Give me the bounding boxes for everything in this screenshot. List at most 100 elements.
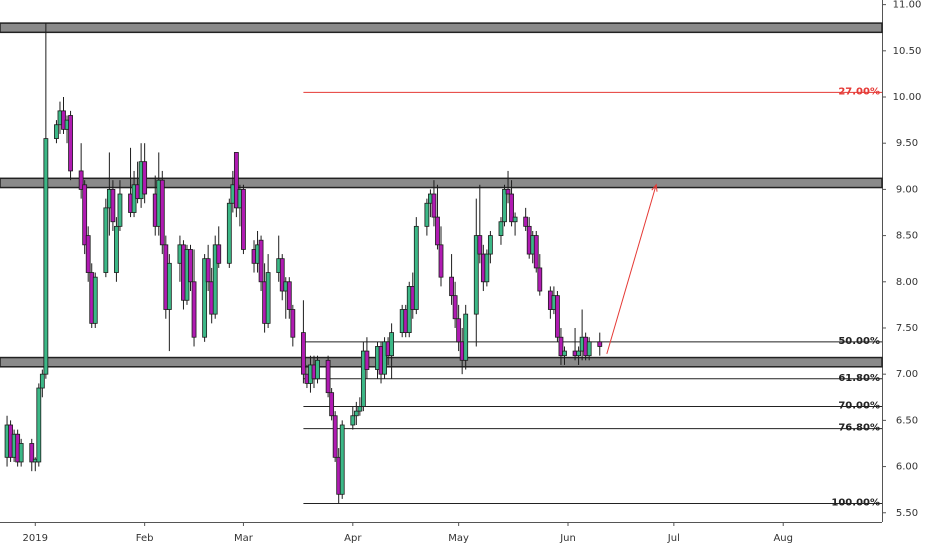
candle-body (382, 341, 387, 375)
x-tick-label: 2019 (23, 533, 48, 544)
candle-body (360, 350, 366, 407)
y-tick-label: 9.00 (896, 184, 918, 195)
zone (0, 22, 883, 34)
candle-body (241, 188, 246, 250)
fib-label: 61.80% (838, 373, 880, 384)
candle-body (233, 152, 239, 209)
candle-body (562, 350, 567, 357)
x-tick-label: Apr (344, 533, 362, 544)
candle-body (325, 359, 331, 394)
candle-body (597, 341, 603, 347)
y-tick-label: 6.00 (896, 462, 918, 473)
fib-label: 27.00% (838, 86, 880, 97)
candle-body (413, 225, 419, 310)
x-tick-label: Mar (234, 533, 254, 544)
candle-body (29, 443, 35, 463)
candle-body (205, 258, 211, 283)
x-tick-label: Jun (559, 533, 576, 544)
candle-body (258, 239, 264, 283)
candle-body (191, 281, 197, 338)
y-tick-label: 9.50 (896, 138, 918, 149)
candle-body (509, 193, 514, 223)
candle-body (576, 350, 581, 357)
candle-body (498, 221, 504, 236)
candle-body (438, 244, 444, 278)
candle-body (449, 276, 454, 297)
candle-body (350, 415, 356, 426)
x-tick-label: Feb (136, 533, 154, 544)
candle-body (92, 276, 98, 324)
candle-body (54, 124, 59, 139)
candle-body (166, 262, 172, 310)
candle-body (537, 267, 543, 292)
candle-body (301, 332, 306, 375)
candle-body (523, 216, 529, 227)
y-tick-label: 11.00 (893, 0, 922, 11)
candle-body (82, 184, 88, 246)
x-tick-label: May (448, 533, 469, 544)
candle-body (353, 410, 359, 417)
fib-label: 70.00% (838, 401, 880, 412)
candle-body (435, 216, 440, 246)
candle-body (339, 424, 345, 495)
candle-body (533, 235, 539, 269)
candle-body (332, 415, 338, 458)
candle-body (424, 202, 430, 227)
candle-body (505, 188, 511, 195)
y-tick-label: 6.50 (896, 415, 918, 426)
candle-body (558, 336, 564, 357)
candle-body (279, 258, 285, 292)
candle-body (555, 295, 560, 338)
candle-body (110, 188, 116, 223)
candle-body (36, 387, 42, 463)
candle-body (512, 216, 518, 223)
candle-body (315, 359, 320, 380)
candle-body (502, 188, 507, 223)
candle-body (357, 406, 363, 412)
projection-arrow (606, 184, 657, 354)
y-tick-label: 8.00 (896, 277, 918, 288)
candle-body (117, 193, 123, 227)
fib-label: 50.00% (838, 336, 880, 347)
candle-body (452, 295, 458, 320)
x-tick-label: Jul (667, 533, 680, 544)
candle-body (188, 249, 193, 283)
candle-body (85, 235, 91, 273)
candle-body (216, 244, 222, 264)
candle-body (226, 202, 232, 264)
candle-body (484, 253, 490, 283)
candle-body (290, 309, 296, 338)
candle-body (212, 244, 218, 315)
candle-body (463, 313, 469, 361)
candle-body (18, 443, 24, 463)
candle-body (265, 272, 271, 324)
candle-body (329, 392, 335, 417)
y-tick-label: 10.50 (893, 46, 922, 57)
candle-body (586, 341, 592, 357)
arrow-head (651, 183, 658, 192)
candle-body (431, 193, 437, 218)
candle-body (477, 235, 483, 255)
fib-label: 76.80% (838, 423, 880, 434)
y-tick-label: 7.00 (896, 369, 918, 380)
candle-body (114, 225, 119, 273)
candle-body (43, 138, 49, 375)
candle-body (487, 235, 493, 255)
y-tick-label: 7.50 (896, 323, 918, 334)
candle-body (68, 115, 73, 172)
y-tick-label: 5.50 (896, 508, 918, 519)
y-tick-label: 10.00 (893, 92, 922, 103)
candle-body (39, 373, 45, 389)
x-tick-label: Aug (773, 533, 793, 544)
y-tick-label: 8.50 (896, 231, 918, 242)
candle-body (473, 235, 479, 315)
candle-body (364, 350, 370, 370)
candle-body (142, 161, 148, 195)
candle-body (456, 318, 462, 343)
zone (0, 356, 883, 368)
fib-label: 100.00% (831, 498, 880, 509)
candle-body (78, 170, 84, 190)
candle-body (286, 281, 292, 310)
